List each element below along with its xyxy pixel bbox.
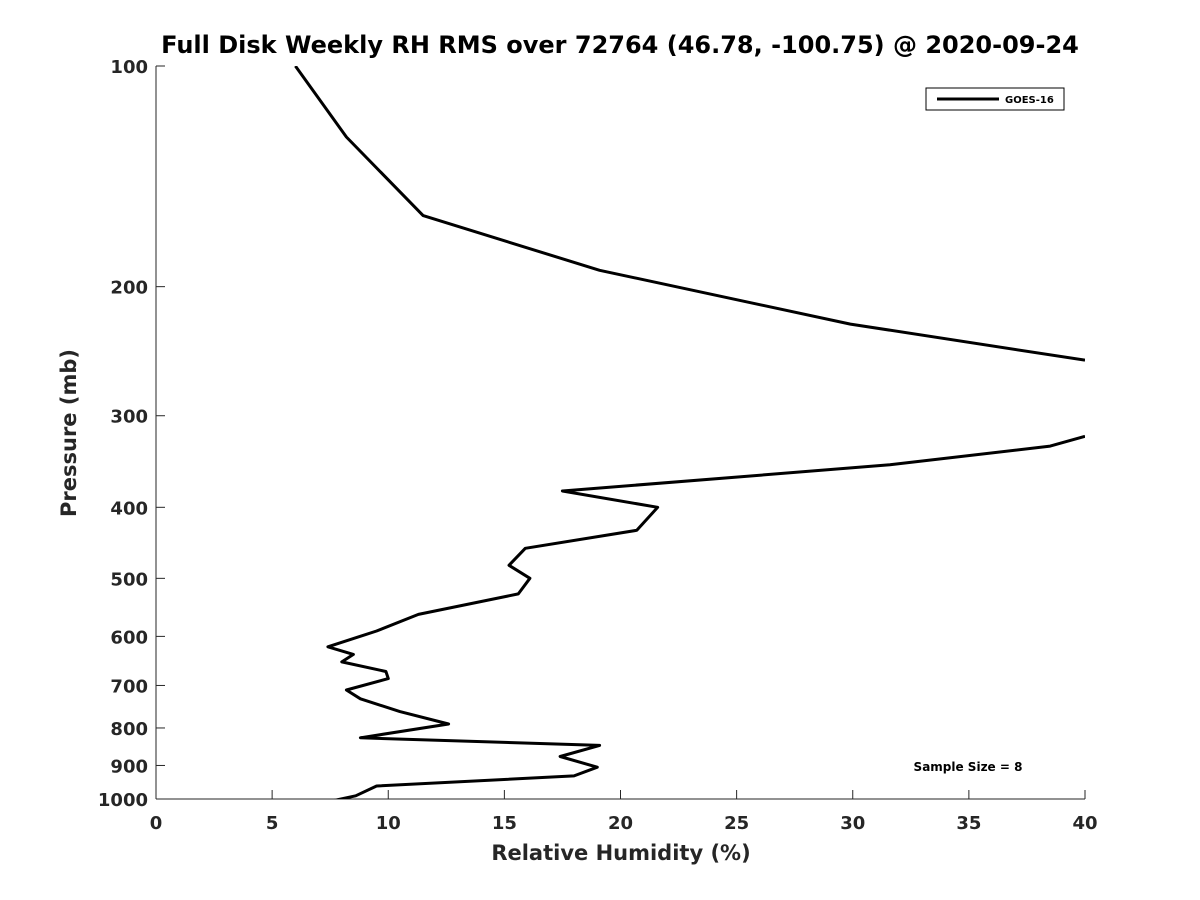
y-tick-label: 600 [110, 627, 148, 648]
y-tick-label: 200 [110, 278, 148, 299]
x-tick-label: 0 [150, 813, 163, 834]
chart-title: Full Disk Weekly RH RMS over 72764 (46.7… [161, 31, 1079, 59]
y-tick-label: 500 [110, 569, 148, 590]
y-axis-label: Pressure (mb) [57, 349, 81, 517]
series-layer [294, 66, 1085, 799]
x-tick-label: 40 [1072, 813, 1097, 834]
x-tick-label: 5 [266, 813, 279, 834]
y-tick-label: 100 [110, 57, 148, 78]
y-tick-label: 300 [110, 407, 148, 428]
x-tick-label: 10 [376, 813, 401, 834]
series-line-goes-16 [294, 66, 1085, 362]
plot-area: 0 5 10 15 20 25 30 35 40 100 200 300 400 500 600 700 80… [98, 57, 1098, 834]
sample-size-annotation: Sample Size = 8 [914, 760, 1023, 774]
y-axis-ticks: 100 200 300 400 500 600 700 800 900 1000 [98, 57, 165, 811]
x-tick-label: 25 [724, 813, 749, 834]
x-axis-ticks: 0 5 10 15 20 25 30 35 40 [150, 790, 1098, 834]
series-line-goes-16 [326, 434, 1085, 799]
x-axis-label: Relative Humidity (%) [491, 841, 750, 865]
legend-entry-goes-16: GOES-16 [1005, 95, 1054, 106]
y-tick-label: 400 [110, 498, 148, 519]
y-tick-label: 900 [110, 756, 148, 777]
x-tick-label: 20 [608, 813, 633, 834]
y-tick-label: 800 [110, 719, 148, 740]
y-tick-label: 700 [110, 676, 148, 697]
y-tick-label: 1000 [98, 790, 148, 811]
x-tick-label: 35 [956, 813, 981, 834]
legend: GOES-16 [925, 87, 1065, 111]
x-tick-label: 15 [492, 813, 517, 834]
x-tick-label: 30 [840, 813, 865, 834]
